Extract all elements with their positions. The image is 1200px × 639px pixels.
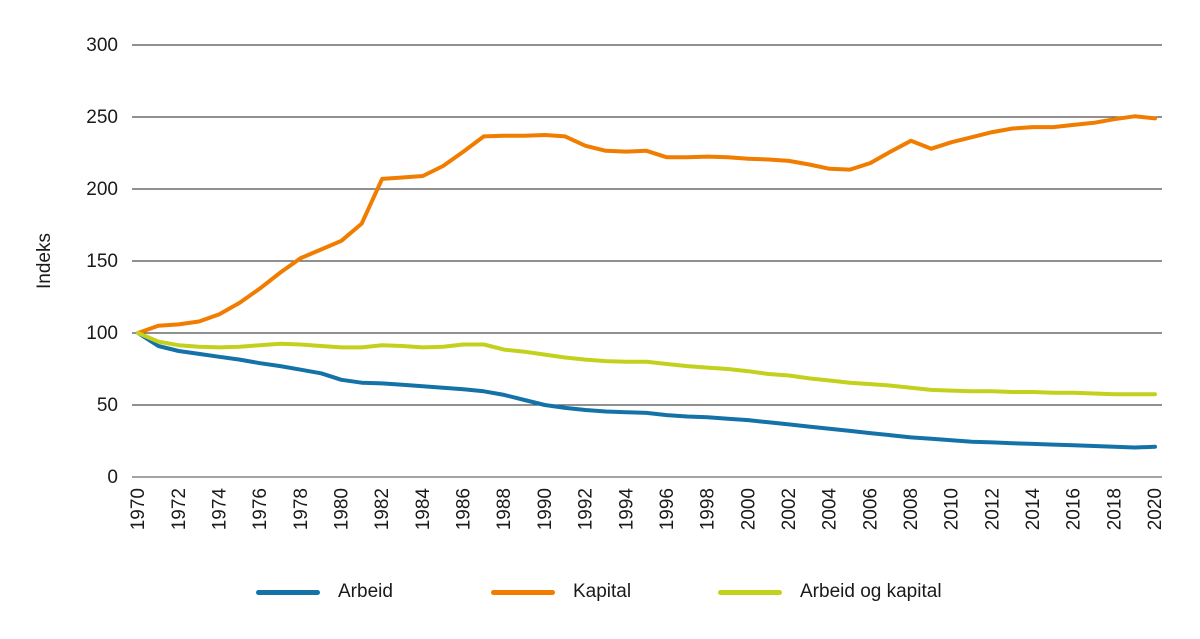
x-tick-label-2020: 2020: [1145, 488, 1166, 530]
x-tick-label-2000: 2000: [738, 488, 759, 530]
x-tick-label-1984: 1984: [413, 488, 434, 531]
x-tick-label-2014: 2014: [1023, 488, 1044, 531]
series-line-arbeid: [136, 331, 1157, 450]
x-tick-label-1982: 1982: [372, 488, 393, 530]
x-tick-label-1974: 1974: [209, 488, 230, 531]
series-line-arbeid-og-kapital: [136, 331, 1157, 397]
y-tick-label-200: 200: [86, 179, 118, 200]
x-tick-label-1978: 1978: [291, 488, 312, 530]
x-tick-label-2016: 2016: [1064, 488, 1085, 530]
y-tick-label-100: 100: [86, 323, 118, 344]
x-tick-label-2008: 2008: [901, 488, 922, 530]
x-tick-label-1996: 1996: [657, 488, 678, 530]
x-tick-label-2004: 2004: [820, 488, 841, 531]
y-tick-label-300: 300: [86, 35, 118, 56]
x-tick-label-2012: 2012: [982, 488, 1003, 530]
x-tick-label-1990: 1990: [535, 488, 556, 530]
x-tick-label-1970: 1970: [128, 488, 149, 530]
x-tick-label-1976: 1976: [250, 488, 271, 530]
x-tick-label-1980: 1980: [331, 488, 352, 530]
y-tick-label-0: 0: [107, 467, 118, 488]
y-tick-label-250: 250: [86, 107, 118, 128]
y-axis-title: Indeks: [34, 233, 55, 289]
x-tick-label-1986: 1986: [454, 488, 475, 530]
x-tick-label-1998: 1998: [698, 488, 719, 530]
x-tick-label-1994: 1994: [616, 488, 637, 531]
x-tick-label-2006: 2006: [860, 488, 881, 530]
series-line-kapital: [136, 114, 1157, 335]
x-tick-label-1972: 1972: [169, 488, 190, 530]
x-tick-label-1988: 1988: [494, 488, 515, 530]
y-tick-label-50: 50: [97, 395, 118, 416]
x-tick-label-2002: 2002: [779, 488, 800, 530]
x-tick-label-1992: 1992: [576, 488, 597, 530]
y-tick-label-150: 150: [86, 251, 118, 272]
x-tick-label-2010: 2010: [942, 488, 963, 530]
x-tick-label-2018: 2018: [1104, 488, 1125, 530]
